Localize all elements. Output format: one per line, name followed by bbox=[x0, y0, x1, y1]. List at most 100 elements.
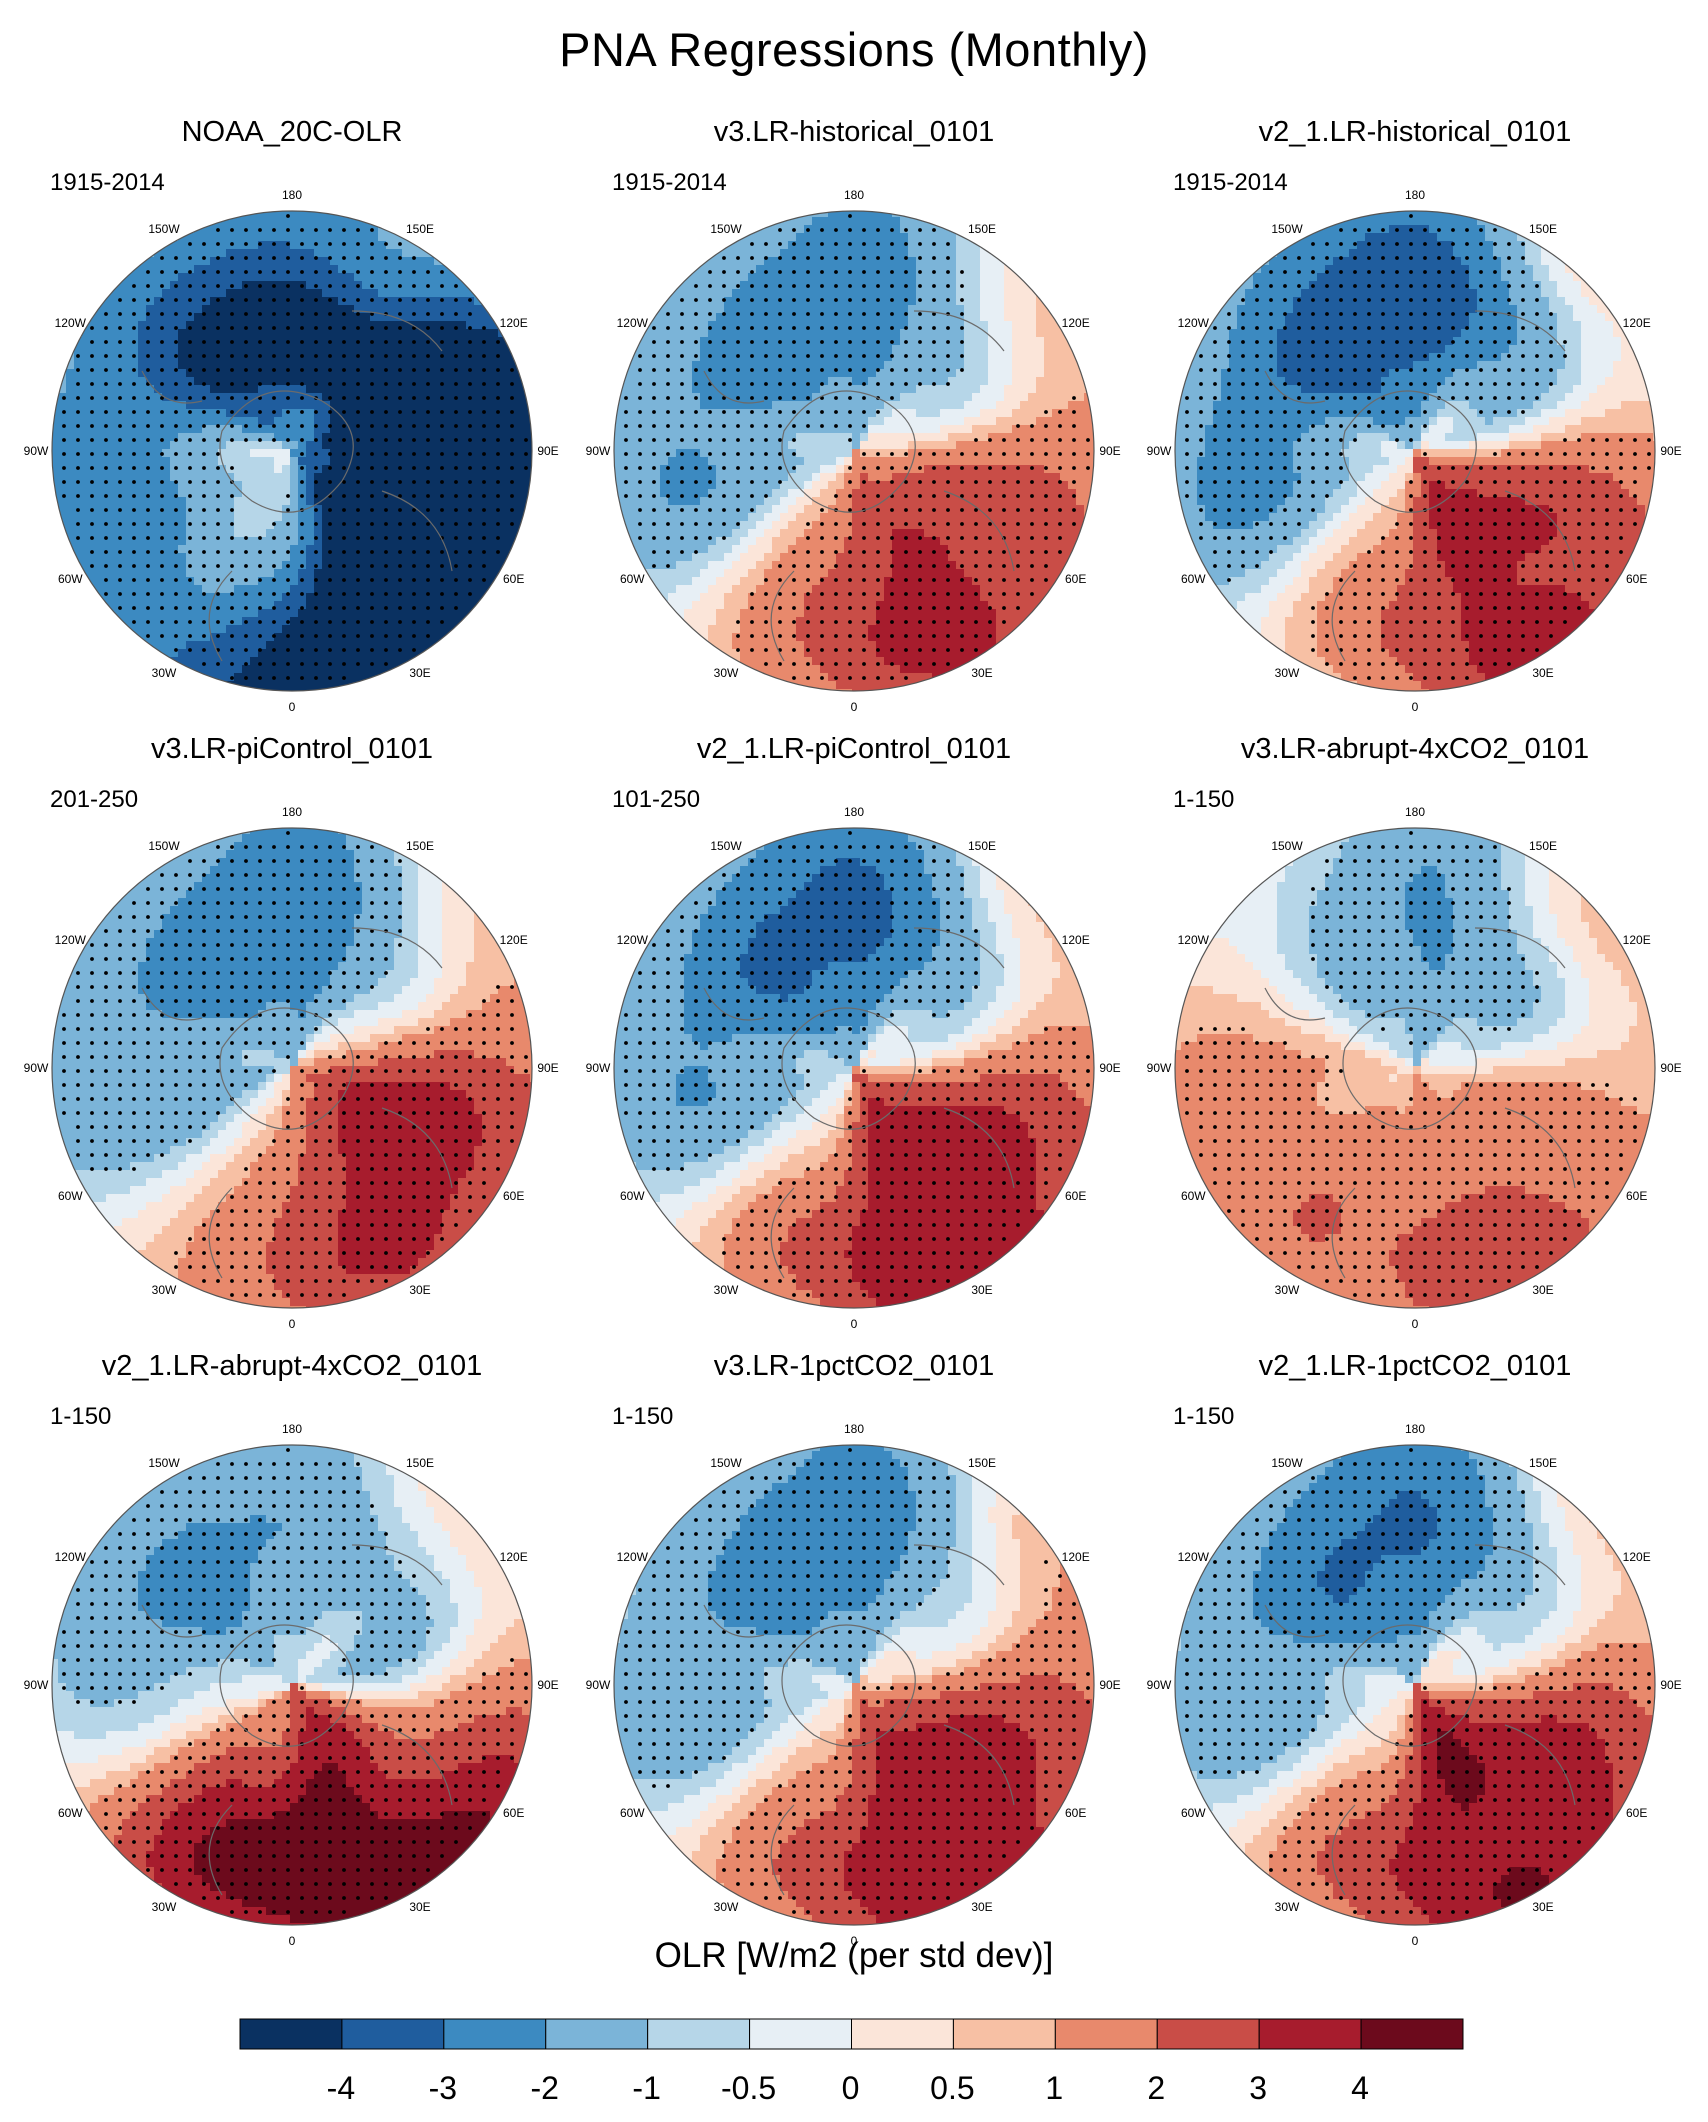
field-cell bbox=[114, 313, 123, 322]
field-cell bbox=[418, 273, 427, 282]
field-cell bbox=[322, 497, 331, 506]
field-cell bbox=[146, 409, 155, 418]
field-cell bbox=[66, 393, 75, 402]
significance-dot bbox=[356, 382, 360, 386]
field-cell bbox=[386, 489, 395, 498]
field-cell bbox=[314, 561, 323, 570]
field-cell bbox=[1044, 321, 1053, 330]
field-cell bbox=[346, 409, 355, 418]
field-cell bbox=[780, 361, 789, 370]
field-cell bbox=[226, 345, 235, 354]
significance-dot bbox=[62, 410, 66, 414]
significance-dot bbox=[412, 312, 416, 316]
field-cell bbox=[988, 305, 997, 314]
field-cell bbox=[996, 273, 1005, 282]
field-cell bbox=[418, 281, 427, 290]
significance-dot bbox=[132, 550, 136, 554]
field-cell bbox=[202, 593, 211, 602]
longitude-label: 60E bbox=[503, 572, 524, 586]
field-cell bbox=[988, 377, 997, 386]
field-cell bbox=[434, 625, 443, 634]
field-cell bbox=[498, 457, 507, 466]
field-cell bbox=[708, 353, 717, 362]
field-cell bbox=[812, 289, 821, 298]
field-cell bbox=[362, 441, 371, 450]
field-cell bbox=[780, 225, 789, 234]
significance-dot bbox=[356, 494, 360, 498]
significance-dot bbox=[132, 326, 136, 330]
field-cell bbox=[514, 505, 523, 514]
field-cell bbox=[362, 633, 371, 642]
field-cell bbox=[876, 329, 885, 338]
field-cell bbox=[170, 497, 179, 506]
significance-dot bbox=[272, 606, 276, 610]
field-cell bbox=[322, 425, 331, 434]
field-cell bbox=[458, 577, 467, 586]
field-cell bbox=[242, 465, 251, 474]
field-cell bbox=[900, 361, 909, 370]
significance-dot bbox=[314, 550, 318, 554]
field-cell bbox=[346, 617, 355, 626]
field-cell bbox=[266, 537, 275, 546]
field-cell bbox=[146, 337, 155, 346]
field-cell bbox=[482, 601, 491, 610]
field-cell bbox=[130, 601, 139, 610]
significance-dot bbox=[370, 508, 374, 512]
field-cell bbox=[652, 329, 661, 338]
field-cell bbox=[1012, 361, 1021, 370]
field-cell bbox=[114, 553, 123, 562]
field-cell bbox=[628, 337, 637, 346]
field-cell bbox=[1020, 321, 1029, 330]
field-cell bbox=[900, 329, 909, 338]
field-cell bbox=[458, 569, 467, 578]
field-cell bbox=[820, 211, 829, 218]
field-cell bbox=[852, 241, 861, 250]
field-cell bbox=[274, 369, 283, 378]
field-cell bbox=[362, 457, 371, 466]
field-cell bbox=[146, 433, 155, 442]
field-cell bbox=[274, 329, 283, 338]
field-cell bbox=[700, 305, 709, 314]
field-cell bbox=[178, 657, 187, 666]
field-cell bbox=[178, 449, 187, 458]
significance-dot bbox=[468, 396, 472, 400]
field-cell bbox=[274, 441, 283, 450]
field-cell bbox=[884, 377, 893, 386]
field-cell bbox=[964, 369, 973, 378]
field-cell bbox=[1052, 385, 1061, 394]
significance-dot bbox=[132, 368, 136, 372]
field-cell bbox=[466, 329, 475, 338]
significance-dot bbox=[90, 466, 94, 470]
field-cell bbox=[860, 377, 869, 386]
field-cell bbox=[804, 329, 813, 338]
field-cell bbox=[194, 593, 203, 602]
field-cell bbox=[426, 289, 435, 298]
field-cell bbox=[474, 553, 483, 562]
field-cell bbox=[434, 633, 443, 642]
field-cell bbox=[996, 345, 1005, 354]
field-cell bbox=[900, 289, 909, 298]
field-cell bbox=[410, 489, 419, 498]
field-cell bbox=[924, 249, 933, 258]
field-cell bbox=[442, 361, 451, 370]
field-cell bbox=[138, 433, 147, 442]
field-cell bbox=[298, 601, 307, 610]
field-cell bbox=[362, 409, 371, 418]
field-cell bbox=[1004, 273, 1013, 282]
field-cell bbox=[676, 361, 685, 370]
field-cell bbox=[90, 297, 99, 306]
field-cell bbox=[796, 385, 805, 394]
field-cell bbox=[178, 361, 187, 370]
field-cell bbox=[322, 473, 331, 482]
field-cell bbox=[218, 617, 227, 626]
field-cell bbox=[258, 449, 267, 458]
field-cell bbox=[370, 329, 379, 338]
significance-dot bbox=[216, 242, 220, 246]
field-cell bbox=[234, 473, 243, 482]
field-cell bbox=[58, 513, 67, 522]
significance-dot bbox=[398, 284, 402, 288]
field-cell bbox=[450, 305, 459, 314]
field-cell bbox=[210, 337, 219, 346]
field-cell bbox=[290, 465, 299, 474]
significance-dot bbox=[188, 284, 192, 288]
